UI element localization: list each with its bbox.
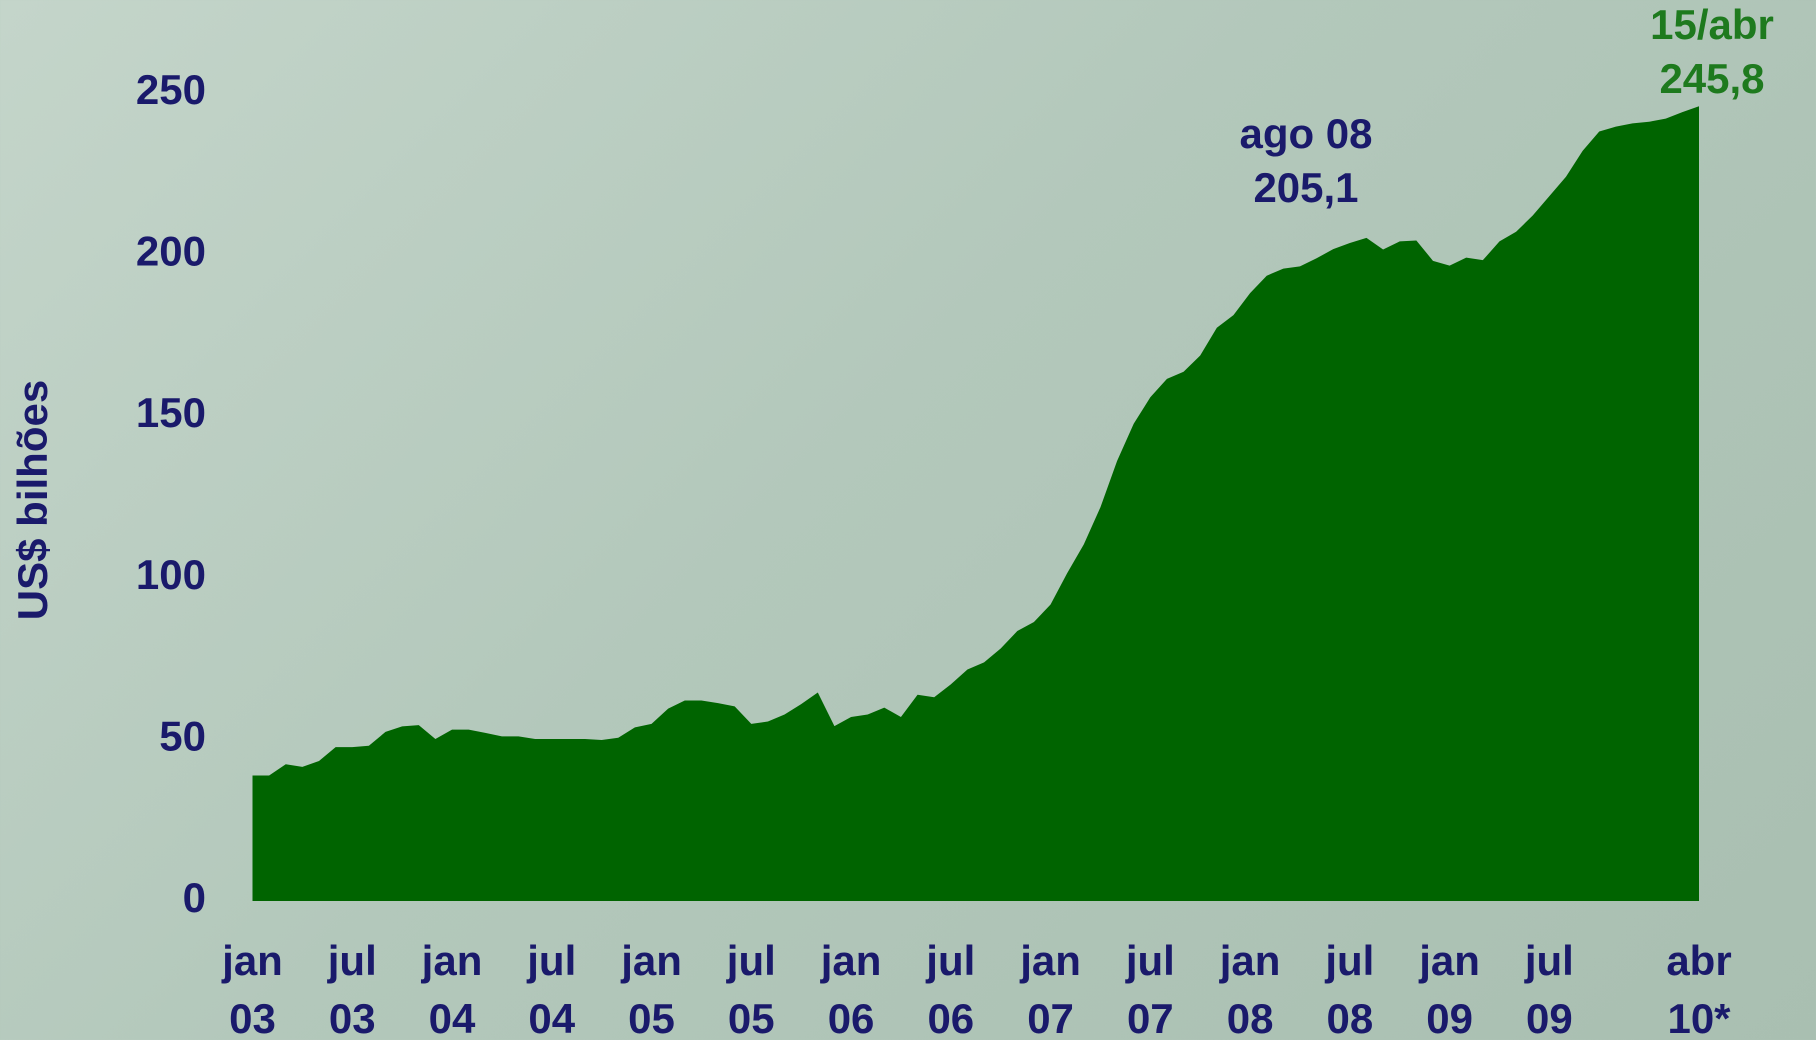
y-tick-label: 50	[159, 712, 206, 759]
x-tick-label: jul 06	[926, 937, 976, 1040]
y-axis-label: US$ bilhões	[9, 380, 56, 620]
x-tick-label: jul 04	[527, 937, 577, 1040]
annotation: ago 08	[1239, 110, 1373, 157]
x-tick-label: jul 08	[1325, 937, 1375, 1040]
value-label: 245,8	[1659, 55, 1765, 102]
y-tick-label: 0	[183, 874, 206, 921]
x-tick-label: abr 10*	[1666, 937, 1732, 1040]
x-tick-label: jul 05	[726, 937, 776, 1040]
annotation: 15/abr	[1650, 1, 1774, 48]
x-tick-label: jan 04	[421, 937, 483, 1040]
x-tick-label: jan 07	[1020, 937, 1081, 1040]
x-tick-label: jul 03	[327, 937, 377, 1040]
y-tick-label: 100	[136, 551, 206, 598]
x-tick-label: jan 03	[222, 937, 283, 1040]
value-label: 205,1	[1253, 164, 1359, 211]
y-tick-label: 250	[136, 66, 206, 113]
area	[252, 106, 1699, 902]
x-tick-label: jan 09	[1419, 937, 1480, 1040]
x-tick-label: jan 06	[820, 937, 882, 1040]
x-tick-label: jul 09	[1524, 937, 1574, 1040]
x-tick-label: jan 08	[1219, 937, 1281, 1040]
y-tick-label: 150	[136, 389, 206, 436]
y-tick-label: 200	[136, 227, 206, 274]
x-tick-label: jul 07	[1125, 937, 1175, 1040]
x-tick-label: jan 05	[621, 937, 682, 1040]
